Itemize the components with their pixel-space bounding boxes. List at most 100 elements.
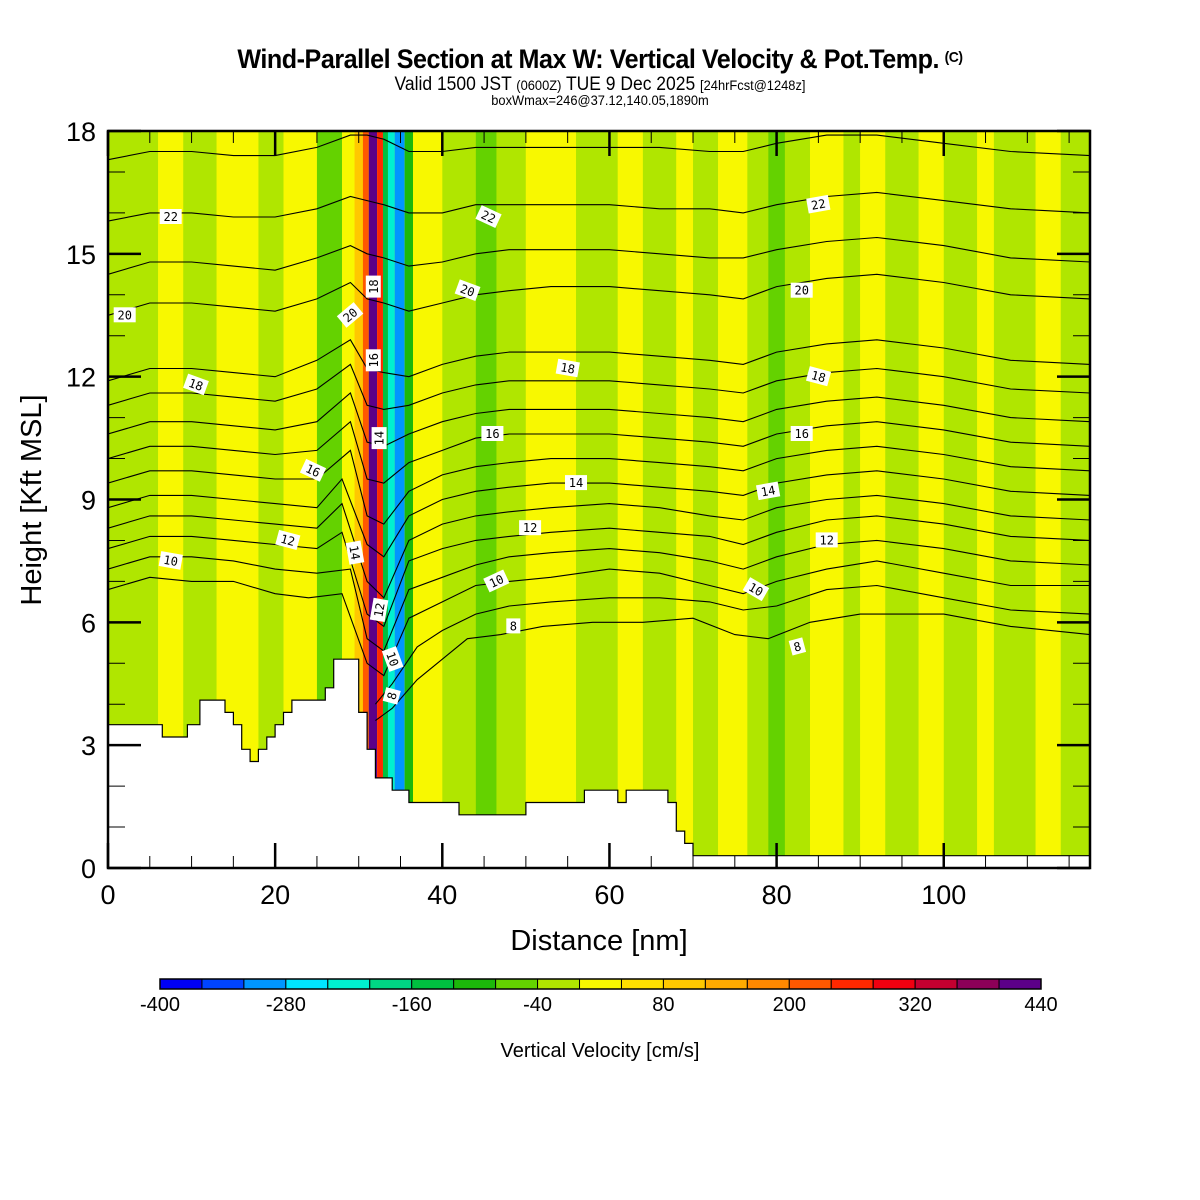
contour-label-bg	[365, 349, 381, 372]
contour-label: 20	[790, 282, 813, 298]
w-band	[362, 131, 369, 868]
x-tick-label: 100	[921, 880, 966, 910]
contour-label-text: 12	[371, 602, 387, 619]
theta-contour-13	[108, 494, 1090, 599]
contour-label-text: 16	[485, 427, 499, 441]
chart-subtitle: Valid 1500 JST (0600Z) TUE 9 Dec 2025 [2…	[48, 74, 1152, 96]
x-tick-label: 60	[594, 880, 624, 910]
w-band	[617, 131, 643, 868]
contour-label-bg	[345, 540, 365, 565]
colorbar-segment	[620, 978, 664, 990]
colorbar-segment	[704, 978, 748, 990]
theta-contour-23	[108, 134, 1090, 161]
colorbar-segment	[830, 978, 874, 990]
theta-contour-18	[108, 363, 1090, 410]
colorbar-tick-label: -400	[140, 994, 180, 1016]
contour-label: 22	[159, 209, 182, 224]
y-tick-label: 6	[81, 608, 96, 638]
contour-label-bg	[555, 358, 580, 378]
theta-contour-12	[108, 515, 1090, 628]
contour-label-bg	[519, 520, 542, 536]
w-band	[642, 131, 677, 868]
contour-label-text: 8	[510, 619, 517, 633]
colorbar-tick-label: -280	[266, 994, 306, 1016]
contour-label: 16	[790, 426, 813, 441]
w-band	[768, 131, 785, 868]
contour-label-text: 8	[385, 691, 400, 702]
colorbar-segment	[579, 978, 622, 990]
colorbar-segment	[327, 978, 371, 990]
w-band	[377, 131, 383, 868]
contour-label: 18	[183, 373, 209, 396]
w-band	[747, 131, 769, 868]
w-band	[993, 131, 1036, 868]
contour-label: 16	[481, 426, 504, 441]
contour-label-bg	[815, 532, 838, 548]
contour-label-bg	[371, 427, 387, 450]
colorbar-title: Vertical Velocity [cm/s]	[501, 1040, 700, 1062]
contour-label-text: 16	[794, 427, 808, 441]
contour-label: 14	[345, 540, 365, 565]
contour-label-text: 22	[479, 208, 498, 227]
contour-label-bg	[275, 529, 301, 551]
colorbar-segment	[956, 978, 1000, 990]
colorbar-tick-label: -40	[523, 994, 552, 1016]
colorbar-segment	[872, 978, 916, 990]
w-band	[413, 131, 443, 868]
contour-label-text: 10	[383, 650, 401, 668]
w-band	[382, 131, 388, 868]
contour-label: 10	[381, 646, 404, 672]
colorbar-segment	[537, 978, 581, 990]
copyright-mark: (C)	[944, 49, 963, 66]
w-band	[943, 131, 978, 868]
contour-label-bg	[506, 618, 521, 634]
contour-label-text: 20	[794, 284, 808, 298]
contour-label-bg	[382, 687, 401, 705]
w-band	[496, 131, 526, 868]
theta-contour-19	[108, 339, 1090, 382]
contour-label-bg	[336, 302, 364, 328]
vertical-velocity-field	[108, 131, 1090, 868]
contour-label-bg	[369, 597, 389, 623]
contour-label: 22	[475, 205, 502, 228]
theta-contour-15	[108, 445, 1090, 525]
theta-contour-9	[374, 584, 1090, 705]
contour-label-bg	[299, 458, 327, 482]
w-band	[368, 131, 378, 868]
contour-label: 12	[519, 520, 542, 536]
contour-label-text: 12	[279, 532, 297, 549]
contour-label: 10	[483, 569, 510, 593]
contour-label: 14	[565, 475, 587, 491]
colorbar-segment	[495, 978, 539, 990]
theta-contour-21	[108, 236, 1090, 275]
chart-title: Wind-Parallel Section at Max W: Vertical…	[42, 44, 1158, 75]
colorbar: -400 -280 -160 -40 80 200 320 440	[140, 978, 1058, 1016]
y-tick-label: 3	[81, 731, 96, 761]
contour-label: 18	[805, 366, 832, 387]
contour-label-bg	[475, 205, 502, 228]
w-band	[693, 131, 719, 868]
x-tick-label: 20	[260, 880, 290, 910]
contour-label-text: 18	[367, 279, 381, 293]
w-band	[394, 131, 405, 868]
terrain-profile	[108, 658, 1090, 868]
contour-label-bg	[755, 481, 781, 501]
y-tick-label: 18	[66, 117, 96, 147]
contour-label-bg	[183, 373, 209, 396]
contour-label-bg	[381, 646, 404, 672]
w-band	[843, 131, 861, 868]
colorbar-tick-label: 80	[652, 994, 674, 1016]
contour-label-text: 12	[819, 533, 833, 547]
contour-label: 22	[806, 194, 831, 214]
contour-label-text: 16	[303, 461, 322, 480]
theta-contour-22	[108, 191, 1090, 222]
contour-label-bg	[159, 209, 182, 224]
contour-label-text: 12	[523, 521, 537, 535]
contour-label-text: 18	[559, 360, 576, 376]
contour-label: 20	[113, 307, 136, 323]
y-axis-title: Height [Kft MSL]	[16, 394, 48, 605]
contour-label-bg	[483, 569, 510, 593]
x-tick-label: 0	[100, 880, 115, 910]
contour-label: 8	[788, 637, 807, 656]
